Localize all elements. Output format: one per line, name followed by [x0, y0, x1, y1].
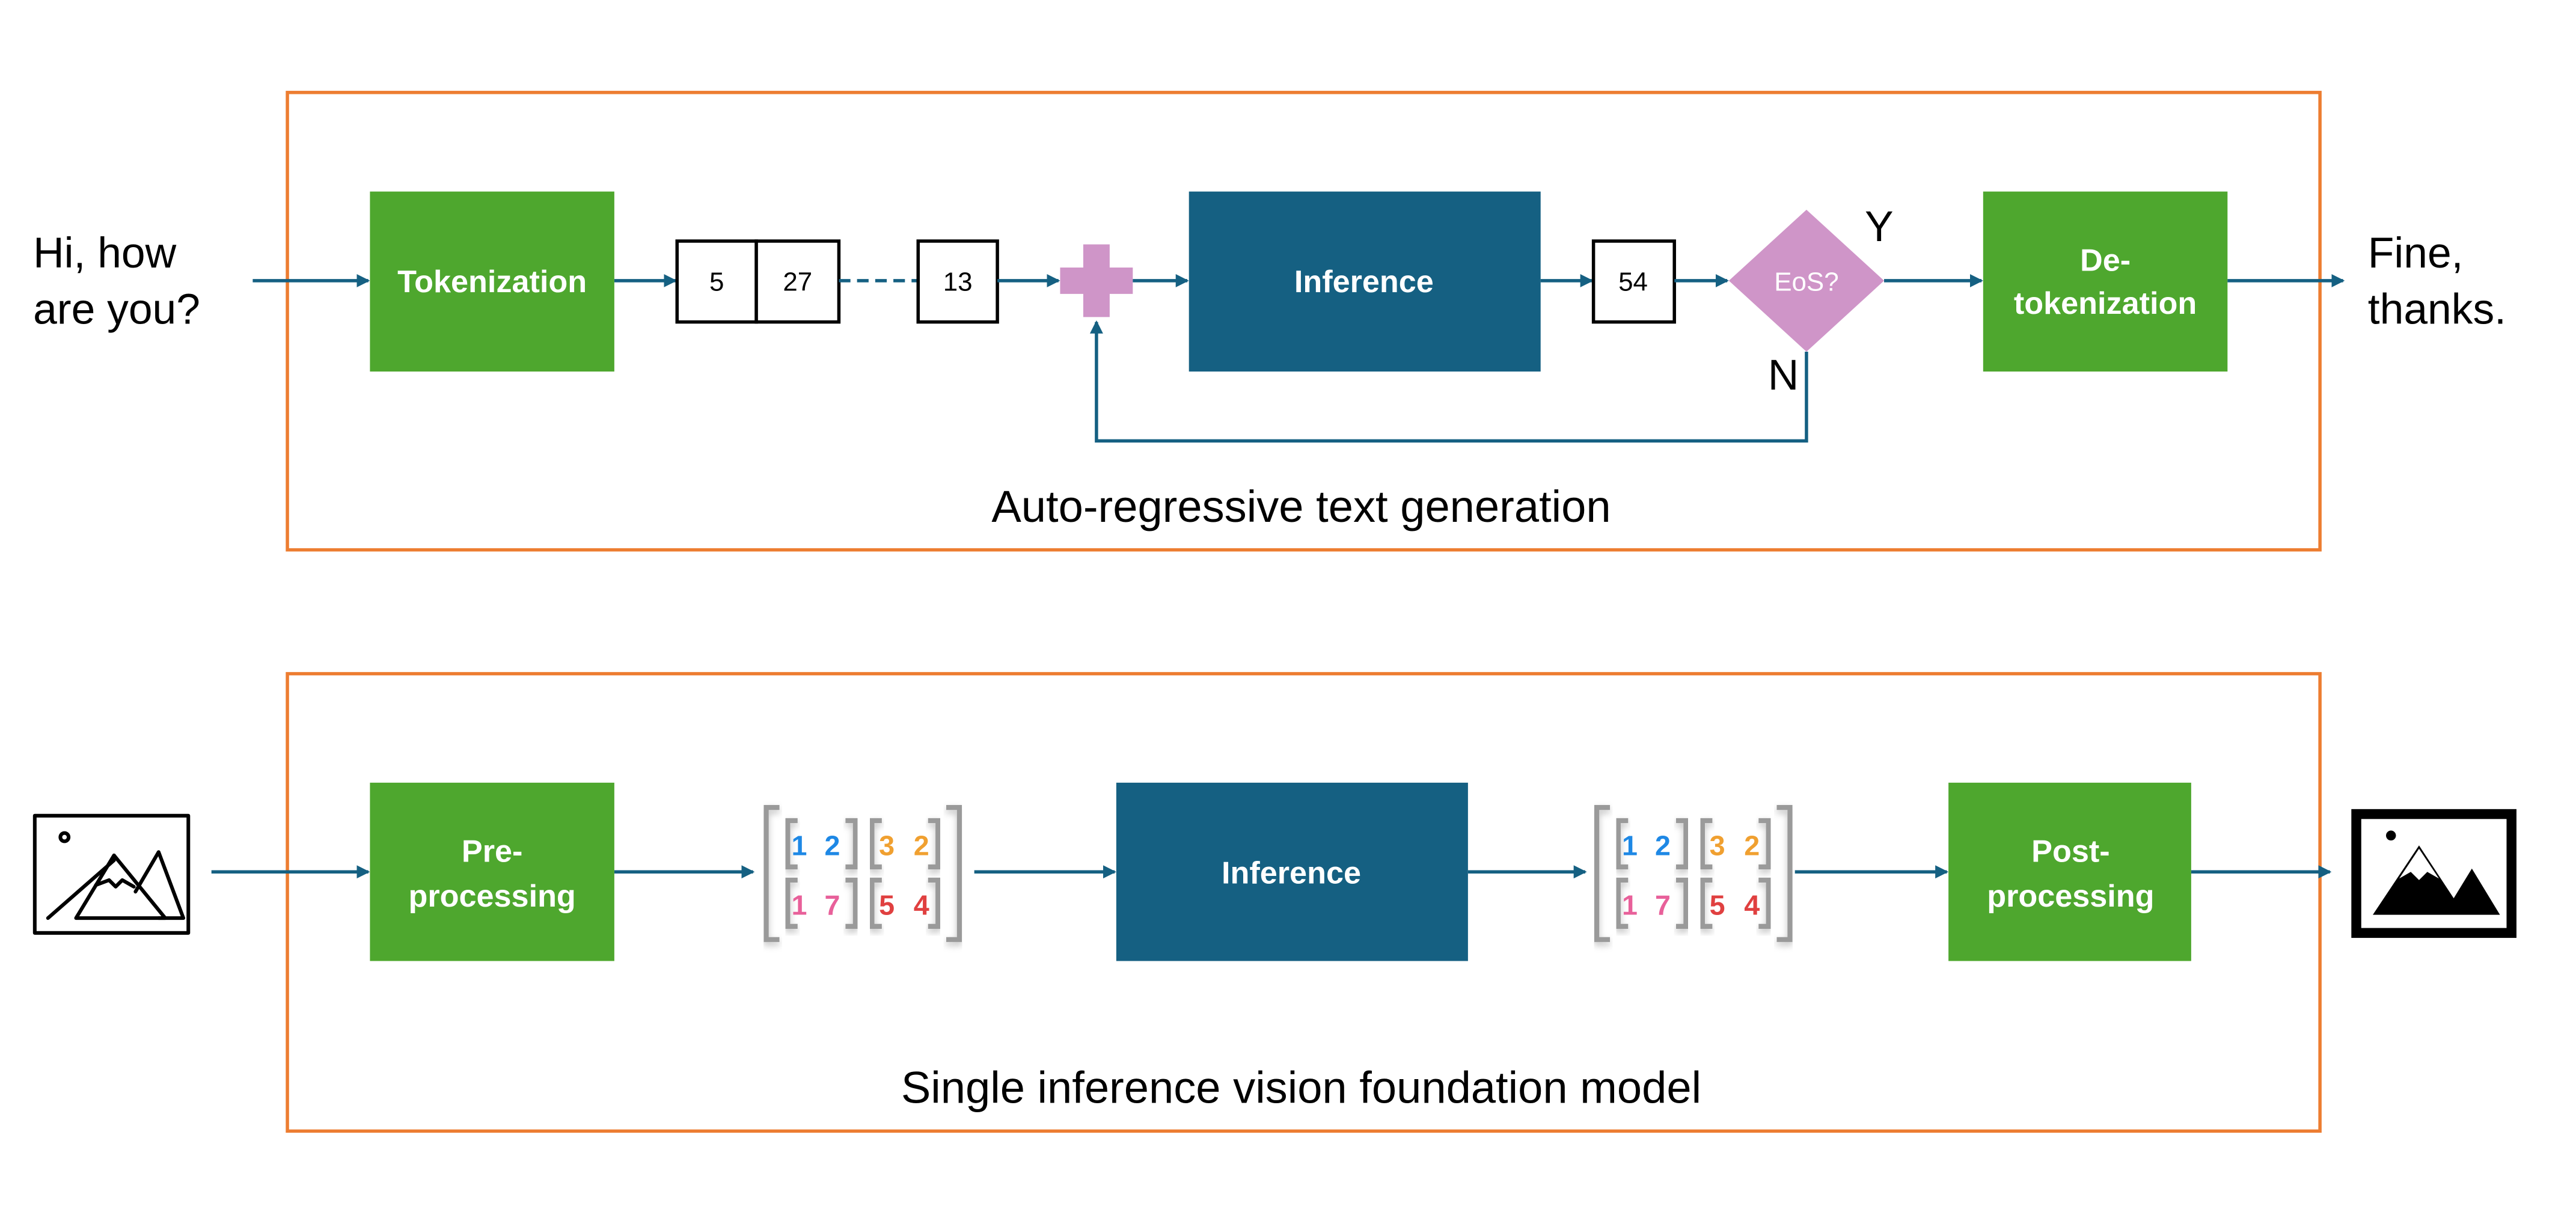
matrix-value: 2 [914, 830, 929, 862]
inference-label: Inference [1294, 265, 1434, 299]
no-label: N [1768, 351, 1799, 399]
matrix-value: 7 [1655, 890, 1671, 921]
matrix-value: 4 [914, 890, 929, 921]
output-token-box [1591, 239, 1676, 324]
postprocessing-label-line1: Post- [2031, 834, 2109, 869]
inner-bracket-left [1615, 877, 1629, 929]
matrix-value: 3 [879, 830, 895, 862]
inner-bracket-right [845, 877, 858, 929]
inner-bracket-right [845, 818, 858, 870]
token-value: 27 [783, 267, 812, 296]
preprocessing-label-line1: Pre- [462, 834, 523, 869]
tokenization-label: Tokenization [397, 265, 587, 299]
inner-bracket-left [785, 877, 798, 929]
token-value: 5 [709, 267, 724, 296]
token-box [916, 239, 999, 324]
inner-bracket-right [1675, 877, 1689, 929]
matrix-value: 5 [1710, 890, 1725, 921]
vision-caption: Single inference vision foundation model [901, 1063, 1701, 1113]
output-tensor-matrix: 1 2 3 21 7 5 4 [1594, 804, 1793, 942]
outer-bracket-right [946, 804, 962, 942]
eos-label: EoS? [1774, 267, 1838, 296]
inner-bracket-left [1615, 818, 1629, 870]
matrix-value: 1 [792, 890, 807, 921]
matrix-value: 3 [1710, 830, 1725, 862]
preprocessing-box [370, 782, 614, 961]
inner-bracket-left [869, 818, 882, 870]
inner-bracket-right [928, 877, 941, 929]
inner-bracket-left [1699, 818, 1713, 870]
postprocessing-label-line2: processing [1987, 879, 2154, 914]
vision-inference-box [1116, 782, 1468, 961]
postprocessing-box [1948, 782, 2191, 961]
tokenization-box [370, 191, 614, 372]
outer-bracket-left [1594, 804, 1611, 942]
matrix-value: 5 [879, 890, 895, 921]
detokenization-label-line1: De- [2080, 243, 2131, 278]
vision-frame [286, 672, 2322, 1133]
matrix-value: 2 [1744, 830, 1760, 862]
input-text-line2: are you? [33, 285, 200, 333]
matrix-value: 1 [1622, 830, 1638, 862]
matrix-value: 1 [1622, 890, 1638, 921]
image-filled-icon [2351, 809, 2516, 938]
output-text-line2: thanks. [2368, 285, 2506, 333]
feedback-loop-arrow [1089, 320, 1808, 443]
inner-bracket-left [785, 818, 798, 870]
matrix-value: 2 [1655, 830, 1671, 862]
outer-bracket-right [1776, 804, 1793, 942]
inner-bracket-right [928, 818, 941, 870]
preprocessing-label-line2: processing [408, 879, 575, 914]
plus-icon [1060, 244, 1133, 317]
inference-box [1189, 191, 1541, 372]
yes-label: Y [1865, 203, 1894, 251]
input-tensor-matrix: 1 2 3 21 7 5 4 [763, 804, 962, 942]
token-value: 13 [943, 267, 973, 296]
text-generation-frame [286, 91, 2322, 552]
matrix-value: 4 [1744, 890, 1760, 921]
inner-bracket-right [1758, 877, 1771, 929]
matrix-value: 2 [824, 830, 840, 862]
inner-bracket-left [869, 877, 882, 929]
vision-inference-label: Inference [1222, 855, 1361, 890]
text-generation-caption: Auto-regressive text generation [991, 482, 1611, 531]
inner-bracket-right [1675, 818, 1689, 870]
matrix-value: 7 [824, 890, 840, 921]
inner-bracket-right [1758, 818, 1771, 870]
inner-bracket-left [1699, 877, 1713, 929]
input-text-line1: Hi, how [33, 229, 177, 277]
token-box [754, 239, 841, 324]
matrix-value: 1 [792, 830, 807, 862]
output-token-value: 54 [1618, 267, 1648, 296]
output-text-line1: Fine, [2368, 229, 2464, 277]
image-outline-icon [32, 813, 191, 935]
detokenization-box [1983, 191, 2228, 372]
detokenization-label-line2: tokenization [2014, 286, 2197, 321]
outer-bracket-left [763, 804, 780, 942]
